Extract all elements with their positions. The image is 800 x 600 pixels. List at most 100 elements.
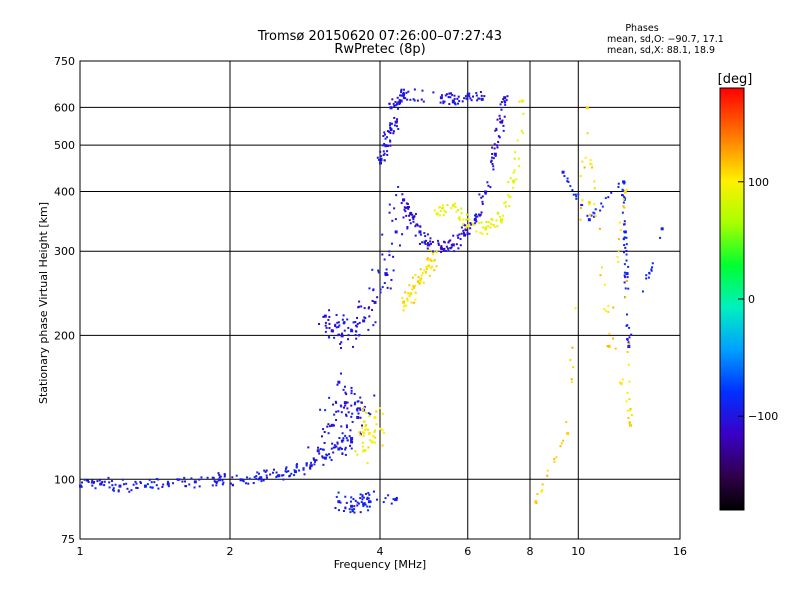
data-point — [513, 157, 516, 160]
data-point — [157, 478, 160, 481]
data-point — [305, 464, 308, 467]
data-point — [172, 482, 175, 485]
data-point — [361, 441, 364, 444]
data-point — [356, 409, 359, 412]
data-point — [341, 432, 344, 435]
data-point — [493, 143, 496, 146]
data-point — [341, 440, 344, 443]
data-point — [350, 447, 353, 450]
data-point — [413, 285, 416, 288]
data-point — [323, 431, 326, 434]
data-point — [373, 300, 377, 304]
data-point — [618, 381, 621, 384]
data-point — [353, 392, 356, 395]
data-point — [553, 460, 556, 463]
data-point — [481, 226, 484, 229]
data-point — [453, 102, 456, 105]
data-point — [475, 230, 478, 233]
data-point — [608, 344, 611, 347]
data-point — [327, 318, 330, 321]
data-point — [406, 297, 409, 300]
data-point — [193, 480, 197, 484]
data-point — [359, 511, 362, 514]
data-point — [440, 250, 443, 253]
data-point — [394, 218, 397, 221]
data-point — [418, 282, 421, 285]
data-point — [475, 91, 478, 94]
data-point — [361, 445, 364, 448]
data-point — [324, 409, 327, 412]
data-point — [479, 231, 482, 234]
data-point — [374, 436, 377, 439]
data-point — [423, 240, 426, 243]
data-point — [334, 324, 337, 327]
data-point — [385, 268, 388, 271]
data-point — [397, 100, 400, 103]
data-point — [386, 153, 389, 156]
data-point — [350, 496, 353, 499]
data-point — [627, 265, 630, 268]
data-point — [444, 211, 447, 214]
data-point — [252, 482, 255, 485]
data-point — [395, 496, 398, 499]
data-point — [368, 306, 371, 309]
data-point — [458, 219, 461, 222]
data-point — [603, 308, 606, 311]
data-point — [371, 268, 374, 271]
data-point — [396, 118, 399, 121]
data-point — [359, 497, 362, 500]
data-point — [583, 166, 586, 169]
data-point — [571, 189, 574, 192]
data-point — [336, 442, 339, 445]
data-point — [628, 380, 631, 383]
data-point — [282, 478, 285, 481]
data-point — [651, 266, 654, 269]
data-point — [473, 218, 476, 221]
x-tick-label: 1 — [77, 545, 84, 558]
data-point — [407, 292, 410, 295]
data-point — [398, 98, 401, 101]
data-point — [350, 440, 354, 444]
data-point — [499, 117, 502, 120]
data-point — [404, 291, 407, 294]
data-point — [366, 498, 369, 501]
data-point — [332, 446, 335, 449]
data-point — [442, 204, 445, 207]
data-point — [350, 500, 353, 503]
data-point — [598, 227, 601, 230]
data-point — [440, 94, 443, 97]
data-point — [331, 442, 334, 445]
data-point — [382, 431, 385, 434]
data-point — [361, 498, 364, 501]
data-point — [424, 270, 427, 273]
data-point — [358, 333, 361, 336]
data-point — [440, 207, 443, 210]
data-point — [590, 214, 593, 217]
data-point — [405, 304, 408, 307]
data-point — [591, 166, 594, 169]
data-point — [443, 241, 446, 244]
data-point — [626, 351, 629, 354]
data-point — [324, 324, 327, 327]
data-point — [79, 484, 82, 488]
data-point — [381, 233, 384, 236]
data-point — [337, 500, 341, 504]
data-point — [496, 146, 499, 149]
data-point — [383, 152, 386, 155]
data-point — [342, 439, 345, 442]
data-point — [336, 321, 339, 324]
data-point — [449, 247, 452, 250]
data-point — [565, 420, 568, 423]
data-point — [107, 476, 110, 479]
data-point — [344, 404, 347, 407]
data-point — [363, 502, 366, 505]
data-point — [378, 158, 381, 161]
data-point — [367, 446, 370, 449]
data-point — [651, 262, 654, 265]
data-point — [340, 447, 343, 450]
data-point — [260, 478, 263, 481]
data-point — [458, 216, 461, 219]
data-point — [648, 271, 651, 274]
data-point — [443, 209, 446, 212]
data-point — [426, 258, 429, 261]
